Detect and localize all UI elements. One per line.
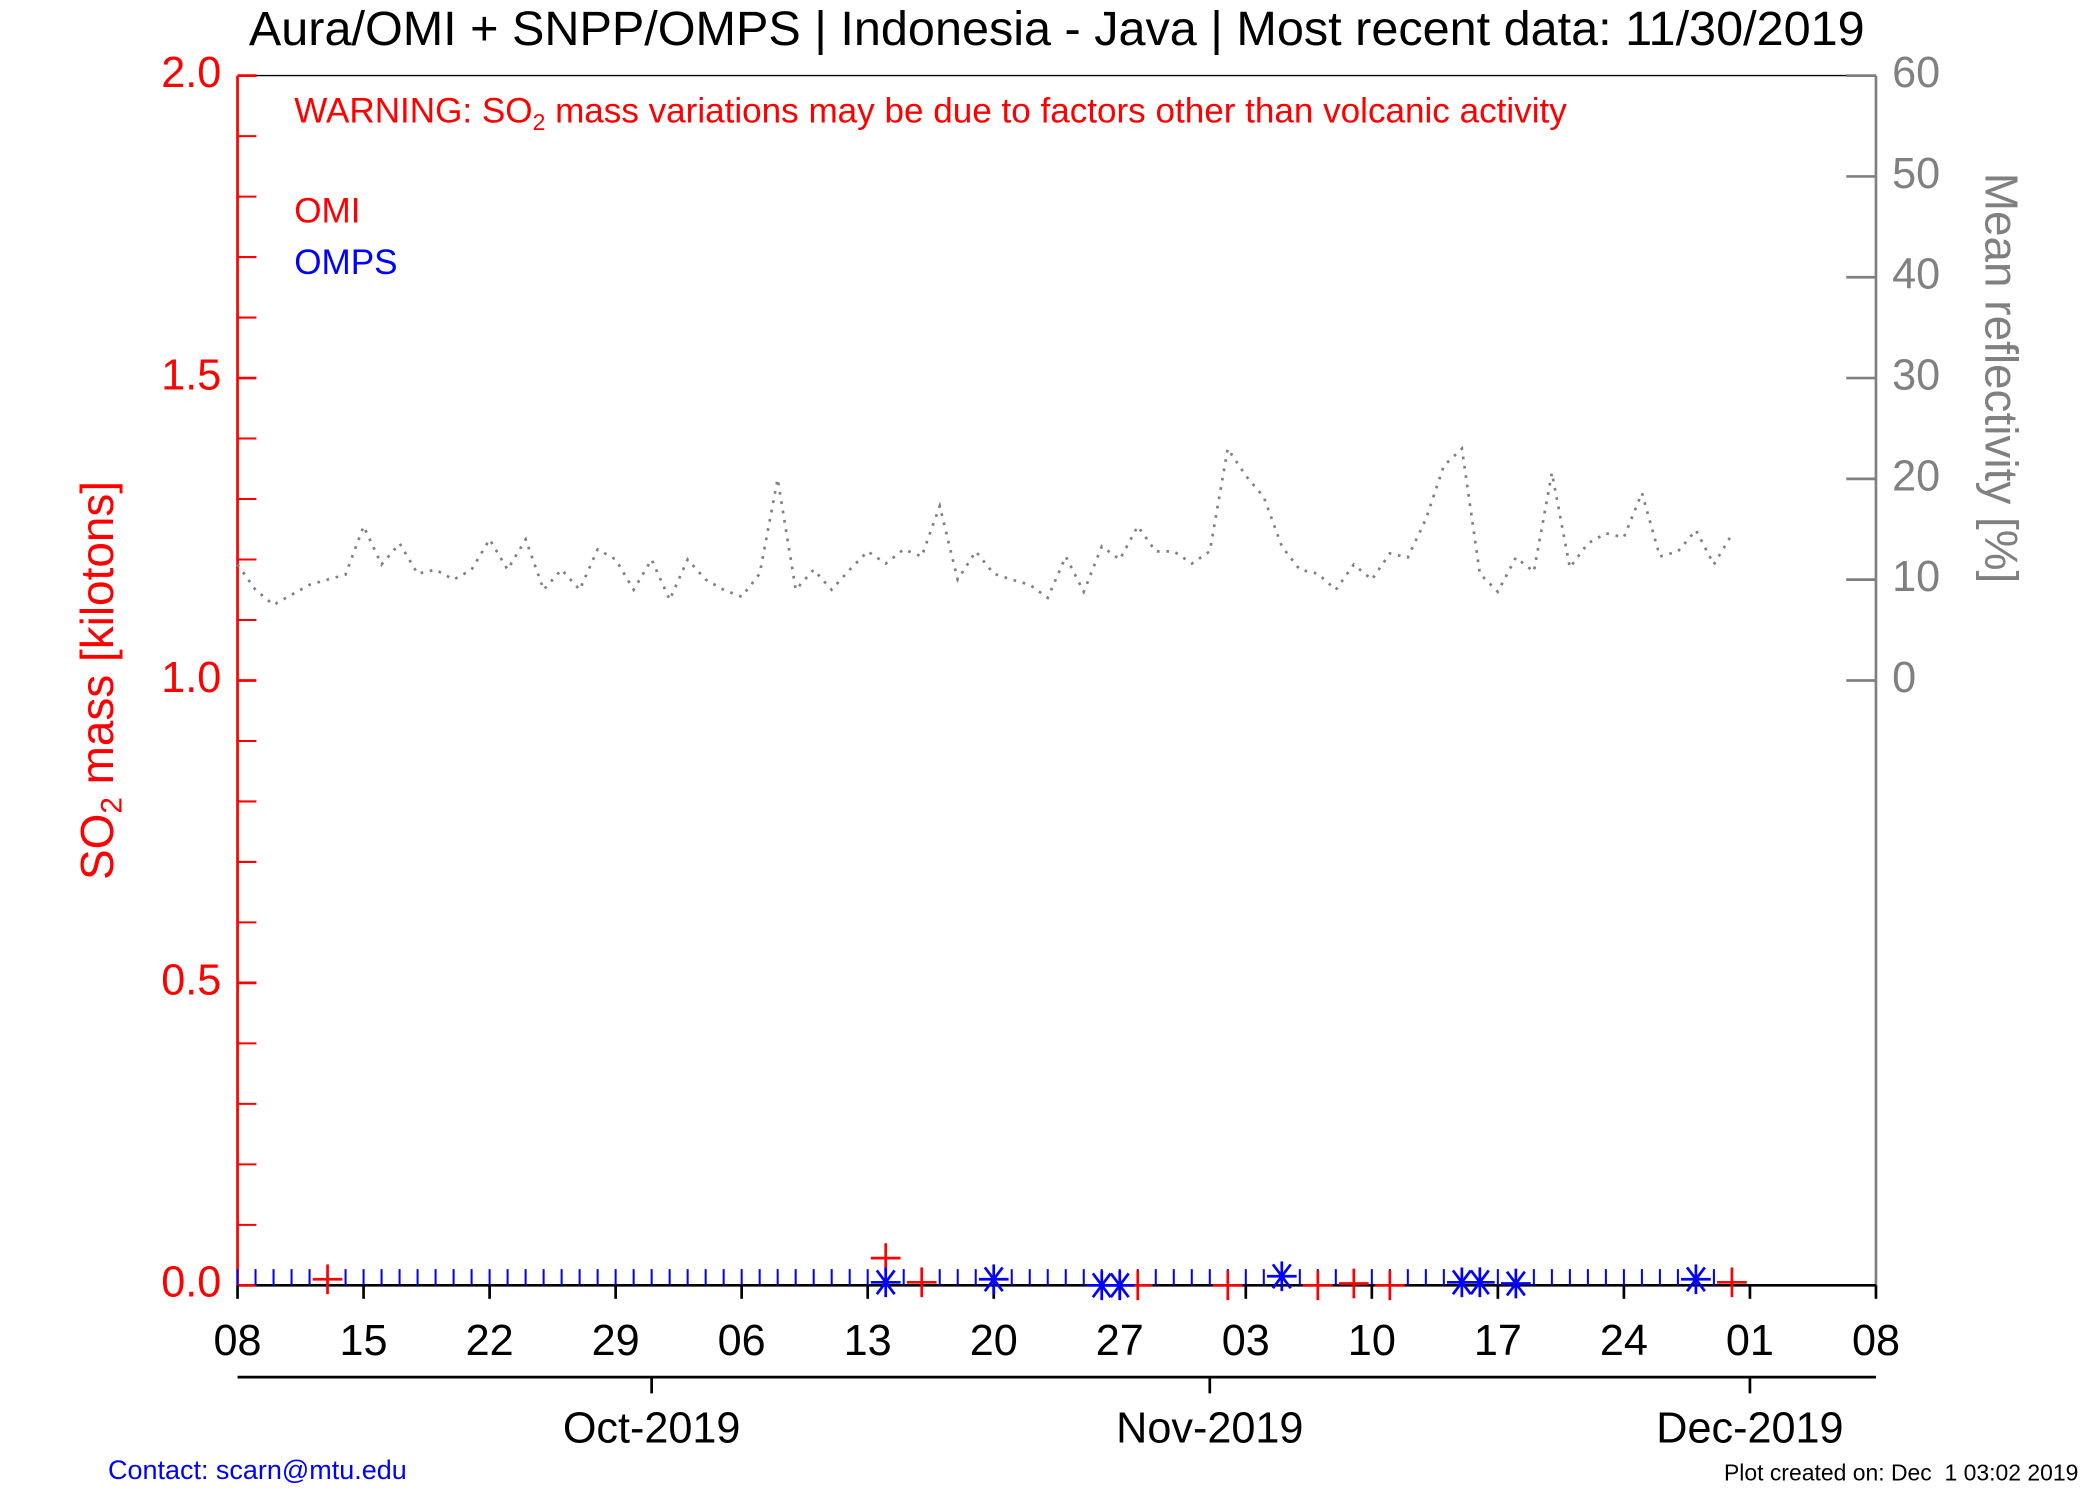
marker: [906, 1267, 937, 1298]
warning-text: WARNING: SO: [294, 92, 532, 131]
marker: [1681, 1264, 1711, 1295]
marker: [1302, 1270, 1333, 1301]
marker: [978, 1264, 1009, 1295]
marker: [1501, 1268, 1531, 1299]
x-tick-label: 22: [466, 1317, 514, 1365]
x-tick-label: 01: [1726, 1317, 1774, 1365]
created-note: Plot created on: Dec 1 03:02 2019: [1724, 1459, 2078, 1485]
marker: [1338, 1268, 1369, 1299]
y-tick-label: 1.5: [161, 351, 221, 399]
marker: [1266, 1261, 1297, 1292]
marker: [312, 1264, 343, 1295]
y2-tick-label: 50: [1892, 150, 1940, 198]
x-tick-label: 27: [1096, 1317, 1144, 1365]
month-label: Nov-2019: [1116, 1405, 1303, 1453]
marker: [870, 1267, 901, 1298]
y-label-text: mass [kilotons]: [71, 481, 123, 797]
y2-tick-label: 0: [1892, 654, 1916, 702]
month-label: Oct-2019: [563, 1405, 741, 1453]
legend-entry: OMI: [294, 192, 360, 231]
y2-tick-label: 10: [1892, 553, 1940, 601]
contact: Contact: scarn@mtu.edu: [108, 1455, 407, 1485]
y2-axis-label: Mean reflectivity [%]: [1975, 173, 2027, 584]
reflectivity-line: [236, 445, 1734, 607]
y2-tick-label: 20: [1892, 452, 1940, 500]
x-tick-label: 10: [1348, 1317, 1396, 1365]
marker: [1465, 1267, 1495, 1298]
warning-text: mass variations may be due to factors ot…: [545, 92, 1567, 131]
chart-title: Aura/OMI + SNPP/OMPS | Indonesia - Java …: [249, 2, 1865, 56]
y2-tick-label: 30: [1892, 351, 1940, 399]
month-label: Dec-2019: [1656, 1405, 1843, 1453]
x-tick-label: 03: [1222, 1317, 1270, 1365]
y2-tick-label: 60: [1892, 49, 1940, 97]
x-tick-label: 17: [1474, 1317, 1522, 1365]
y-label-subscript: 2: [95, 797, 128, 814]
x-tick-label: 06: [718, 1317, 766, 1365]
y-axis-label: SO2 mass [kilotons]: [71, 481, 128, 880]
x-tick-label: 29: [592, 1317, 640, 1365]
y-tick-label: 0.0: [161, 1259, 221, 1307]
marker: [1212, 1270, 1243, 1301]
warning-subscript: 2: [533, 109, 546, 135]
x-tick-label: 13: [844, 1317, 892, 1365]
marker: [1374, 1270, 1405, 1301]
x-tick-label: 08: [1852, 1317, 1900, 1365]
y-tick-label: 0.5: [161, 956, 221, 1004]
warning: WARNING: SO2 mass variations may be due …: [294, 92, 1567, 136]
marker: [1717, 1267, 1747, 1298]
x-tick-label: 15: [340, 1317, 388, 1365]
y-tick-label: 2.0: [161, 49, 221, 97]
x-tick-label: 20: [970, 1317, 1018, 1365]
marker: [1104, 1270, 1135, 1301]
y-label-text: SO: [71, 814, 123, 880]
x-tick-label: 08: [214, 1317, 262, 1365]
y2-tick-label: 40: [1892, 251, 1940, 299]
x-tick-label: 24: [1600, 1317, 1648, 1365]
y-tick-label: 1.0: [161, 654, 221, 702]
legend-entry: OMPS: [294, 243, 397, 282]
